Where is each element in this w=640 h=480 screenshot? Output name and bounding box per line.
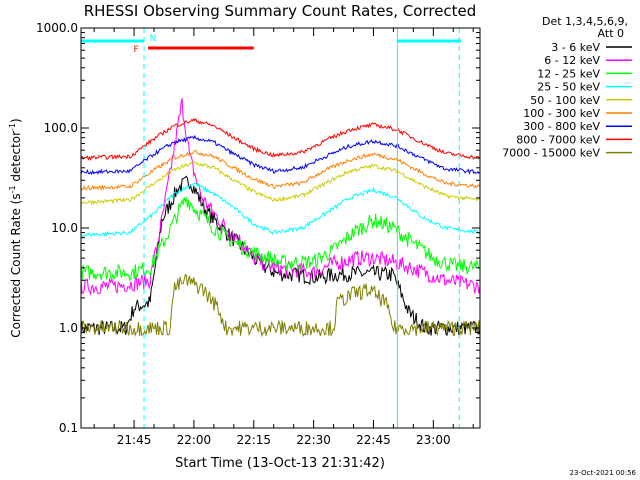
series-line <box>81 196 480 282</box>
series-line <box>81 134 480 176</box>
x-tick-label: 22:30 <box>296 433 331 447</box>
y-tick-label: 0.1 <box>59 421 78 435</box>
series-line <box>81 182 480 238</box>
y-tick-label: 100.0 <box>44 121 78 135</box>
x-tick-label: 22:15 <box>236 433 271 447</box>
plot-area: NF <box>80 28 480 428</box>
series-layer <box>81 98 480 338</box>
legend-entry-label: 25 - 50 keV <box>537 81 600 94</box>
legend-entry-label: 12 - 25 keV <box>537 67 600 80</box>
x-tick-label: 22:45 <box>356 433 391 447</box>
flag-bar-layer: NF <box>81 34 462 55</box>
time-marker-layer <box>80 28 460 428</box>
x-tick-label: 21:45 <box>117 433 152 447</box>
flag-annotation: N <box>150 34 157 44</box>
legend-entry-label: 3 - 6 keV <box>551 41 600 54</box>
y-axis: 0.1 1.0 10.0 100.0 1000.0 <box>36 21 480 435</box>
legend-header-detectors: Det 1,3,4,5,6,9, <box>542 15 628 28</box>
legend-entry-label: 50 - 100 keV <box>530 94 600 107</box>
legend-header-attenuator: Att 0 <box>598 27 624 40</box>
x-axis: 21:45 22:00 22:15 22:30 22:45 23:00 <box>93 28 474 447</box>
chart-title: RHESSI Observing Summary Count Rates, Co… <box>84 2 477 20</box>
legend-entry-label: 6 - 12 keV <box>544 54 600 67</box>
x-axis-label: Start Time (13-Oct-13 21:31:42) <box>175 456 385 471</box>
footer-date: 23-Oct-2021 00:56 <box>570 469 637 477</box>
flag-annotation: F <box>133 45 138 55</box>
series-line <box>81 98 480 296</box>
legend-entry-label: 7000 - 15000 keV <box>502 147 600 160</box>
y-tick-label: 1.0 <box>59 321 78 335</box>
series-line <box>81 149 480 192</box>
series-line <box>81 117 480 162</box>
y-tick-label: 1000.0 <box>36 21 78 35</box>
plot-frame <box>80 27 481 429</box>
legend-entry-label: 300 - 800 keV <box>523 120 600 133</box>
series-line <box>81 273 480 338</box>
x-tick-label: 22:00 <box>177 433 212 447</box>
y-tick-label: 10.0 <box>51 221 78 235</box>
legend-entry-label: 100 - 300 keV <box>523 107 600 120</box>
y-axis-label: Corrected Count Rate (s-1 detector-1) <box>8 118 23 337</box>
x-tick-label: 23:00 <box>416 433 451 447</box>
legend-entry-label: 800 - 7000 keV <box>516 133 600 146</box>
series-line <box>81 161 480 206</box>
